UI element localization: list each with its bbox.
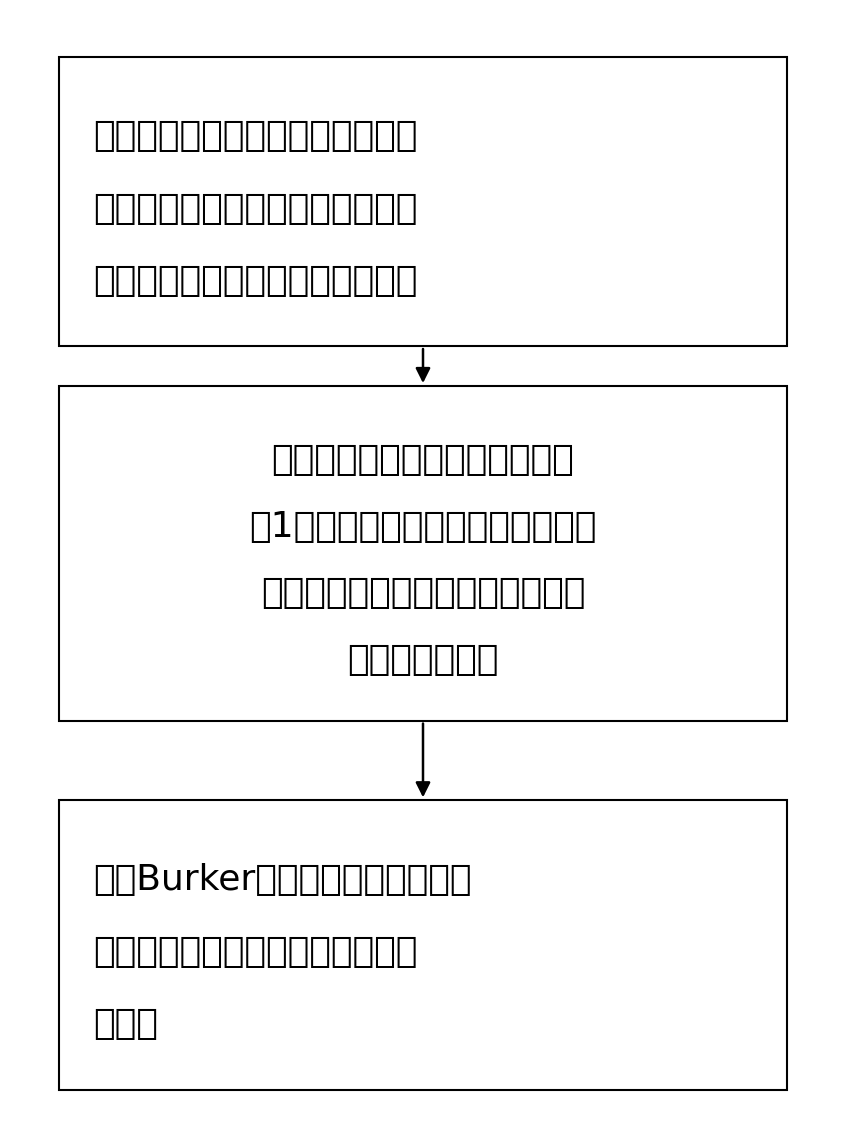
Text: 的亮温: 的亮温 <box>93 1008 158 1042</box>
Text: 根据Burker多平面分层亮温模型以: 根据Burker多平面分层亮温模型以 <box>93 863 471 897</box>
Text: 用月壤分层模型以及热传导理论计: 用月壤分层模型以及热传导理论计 <box>261 577 585 611</box>
Text: 利用平面拟合、坐标转换以及遮蔽: 利用平面拟合、坐标转换以及遮蔽 <box>93 192 417 226</box>
Text: 函数计算月球表面有效太阳辐照度: 函数计算月球表面有效太阳辐照度 <box>93 264 417 299</box>
Bar <box>59 57 787 346</box>
Text: 获取月球表面的微波数据参数，并: 获取月球表面的微波数据参数，并 <box>93 119 417 153</box>
Text: （1）中获得的太阳有效辐照度并使: （1）中获得的太阳有效辐照度并使 <box>250 510 596 544</box>
Text: 根据月球表面的物理参数和步骤: 根据月球表面的物理参数和步骤 <box>272 443 574 477</box>
Bar <box>59 800 787 1090</box>
Text: 算月球表面温度: 算月球表面温度 <box>348 644 498 678</box>
Bar <box>59 386 787 721</box>
Text: 及电磁波的极化理论计算月球表面: 及电磁波的极化理论计算月球表面 <box>93 935 417 969</box>
